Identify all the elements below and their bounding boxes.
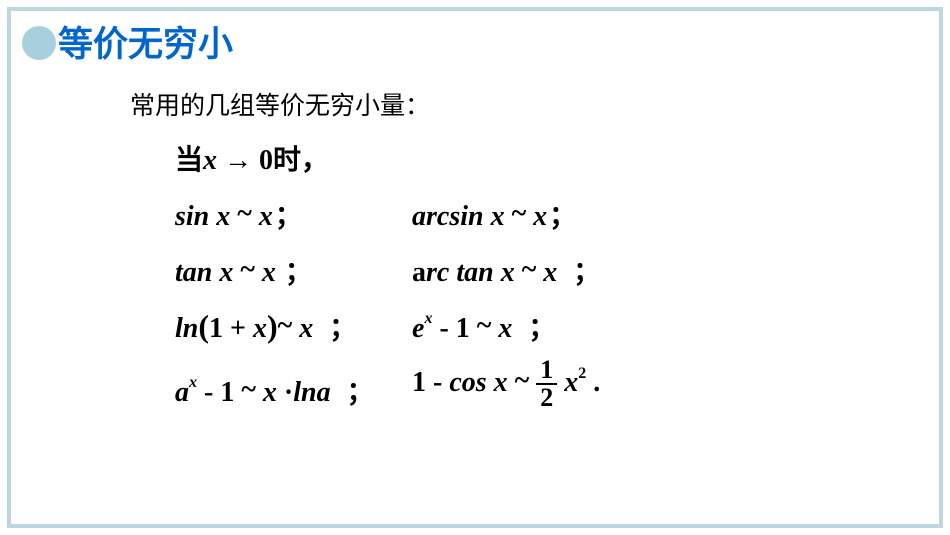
eq-arctanx: arctanx~x； (412, 250, 600, 289)
fraction-half: 12 (536, 357, 557, 411)
eq-ln1x: ln(1+x)~x； (175, 306, 356, 345)
cond-arrow: → (224, 145, 252, 176)
cond-prefix: 当 (175, 145, 203, 176)
cond-var: x (203, 145, 217, 176)
eq-ax1: ax-1~x·lna； (175, 370, 374, 409)
eq-1cosx: 1-cosx~12x2. (412, 358, 600, 412)
eq-tanx: tanx~x； (175, 250, 312, 289)
condition-row: 当x→0时， (175, 138, 329, 178)
subtitle: 常用的几组等价无穷小量： (130, 86, 430, 122)
cond-suffix: 时， (273, 145, 329, 176)
bullet-icon (22, 26, 56, 60)
header: 等价无穷小 (22, 16, 233, 67)
eq-sinx: sinx~x； (175, 194, 302, 233)
eq-ex1: ex-1~x； (412, 306, 555, 345)
slide-title: 等价无穷小 (56, 16, 233, 67)
eq-arcsinx: arcsinx~x； (412, 194, 576, 233)
cond-zero: 0 (259, 145, 273, 176)
